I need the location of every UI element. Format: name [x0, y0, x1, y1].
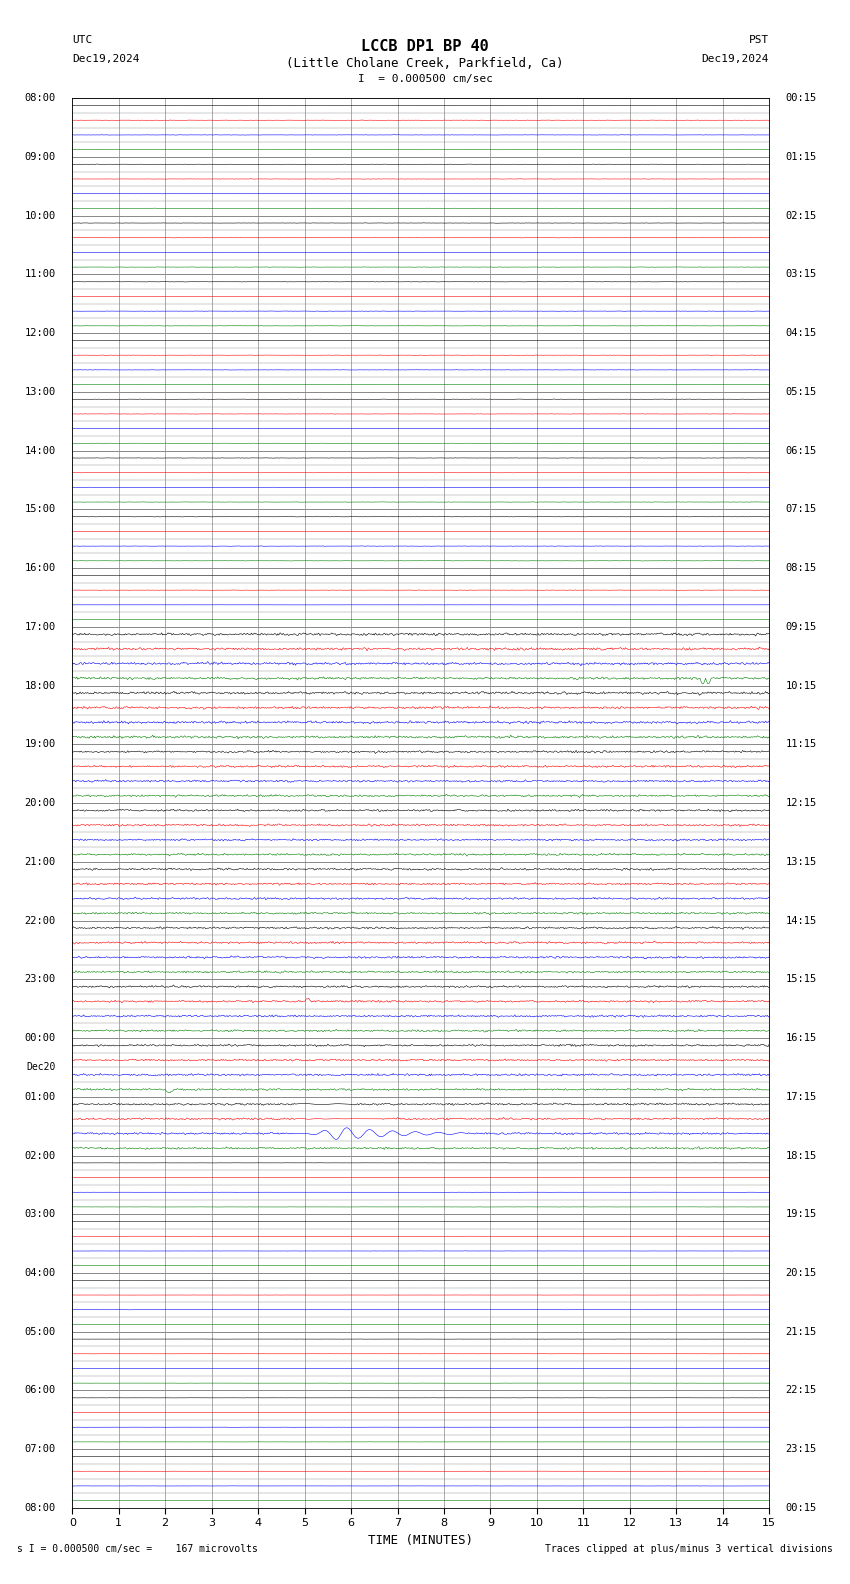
Text: Dec20: Dec20 [26, 1063, 56, 1072]
Text: Dec19,2024: Dec19,2024 [72, 54, 139, 63]
Text: 14:00: 14:00 [25, 445, 56, 456]
Text: 01:15: 01:15 [785, 152, 817, 162]
Text: 21:15: 21:15 [785, 1327, 817, 1337]
Text: 09:15: 09:15 [785, 623, 817, 632]
Text: 11:00: 11:00 [25, 269, 56, 279]
Text: LCCB DP1 BP 40: LCCB DP1 BP 40 [361, 40, 489, 54]
Text: s I = 0.000500 cm/sec =    167 microvolts: s I = 0.000500 cm/sec = 167 microvolts [17, 1544, 258, 1554]
Text: 16:00: 16:00 [25, 564, 56, 573]
Text: Traces clipped at plus/minus 3 vertical divisions: Traces clipped at plus/minus 3 vertical … [545, 1544, 833, 1554]
Text: 04:15: 04:15 [785, 328, 817, 337]
Text: 17:00: 17:00 [25, 623, 56, 632]
Text: 02:15: 02:15 [785, 211, 817, 220]
Text: 06:00: 06:00 [25, 1386, 56, 1396]
Text: 00:15: 00:15 [785, 93, 817, 103]
Text: 23:15: 23:15 [785, 1445, 817, 1454]
Text: 05:15: 05:15 [785, 386, 817, 398]
Text: 12:15: 12:15 [785, 798, 817, 808]
Text: 10:15: 10:15 [785, 681, 817, 691]
Text: I  = 0.000500 cm/sec: I = 0.000500 cm/sec [358, 74, 492, 84]
Text: UTC: UTC [72, 35, 93, 44]
Text: 23:00: 23:00 [25, 974, 56, 984]
Text: 03:00: 03:00 [25, 1209, 56, 1220]
Text: 13:15: 13:15 [785, 857, 817, 866]
Text: 18:15: 18:15 [785, 1150, 817, 1161]
Text: 03:15: 03:15 [785, 269, 817, 279]
Text: 11:15: 11:15 [785, 740, 817, 749]
Text: 07:00: 07:00 [25, 1445, 56, 1454]
Text: 19:00: 19:00 [25, 740, 56, 749]
Text: 08:15: 08:15 [785, 564, 817, 573]
Text: 15:00: 15:00 [25, 504, 56, 515]
X-axis label: TIME (MINUTES): TIME (MINUTES) [368, 1533, 473, 1548]
Text: 08:00: 08:00 [25, 93, 56, 103]
Text: 01:00: 01:00 [25, 1091, 56, 1102]
Text: 05:00: 05:00 [25, 1327, 56, 1337]
Text: 09:00: 09:00 [25, 152, 56, 162]
Text: 02:00: 02:00 [25, 1150, 56, 1161]
Text: 00:15: 00:15 [785, 1503, 817, 1513]
Text: Dec19,2024: Dec19,2024 [702, 54, 769, 63]
Text: 04:00: 04:00 [25, 1269, 56, 1278]
Text: (Little Cholane Creek, Parkfield, Ca): (Little Cholane Creek, Parkfield, Ca) [286, 57, 564, 70]
Text: 14:15: 14:15 [785, 916, 817, 925]
Text: 12:00: 12:00 [25, 328, 56, 337]
Text: 21:00: 21:00 [25, 857, 56, 866]
Text: 20:15: 20:15 [785, 1269, 817, 1278]
Text: 06:15: 06:15 [785, 445, 817, 456]
Text: 18:00: 18:00 [25, 681, 56, 691]
Text: 15:15: 15:15 [785, 974, 817, 984]
Text: 17:15: 17:15 [785, 1091, 817, 1102]
Text: 10:00: 10:00 [25, 211, 56, 220]
Text: PST: PST [749, 35, 769, 44]
Text: 19:15: 19:15 [785, 1209, 817, 1220]
Text: 20:00: 20:00 [25, 798, 56, 808]
Text: 22:00: 22:00 [25, 916, 56, 925]
Text: 08:00: 08:00 [25, 1503, 56, 1513]
Text: 07:15: 07:15 [785, 504, 817, 515]
Text: 00:00: 00:00 [25, 1033, 56, 1042]
Text: 13:00: 13:00 [25, 386, 56, 398]
Text: 16:15: 16:15 [785, 1033, 817, 1042]
Text: 22:15: 22:15 [785, 1386, 817, 1396]
